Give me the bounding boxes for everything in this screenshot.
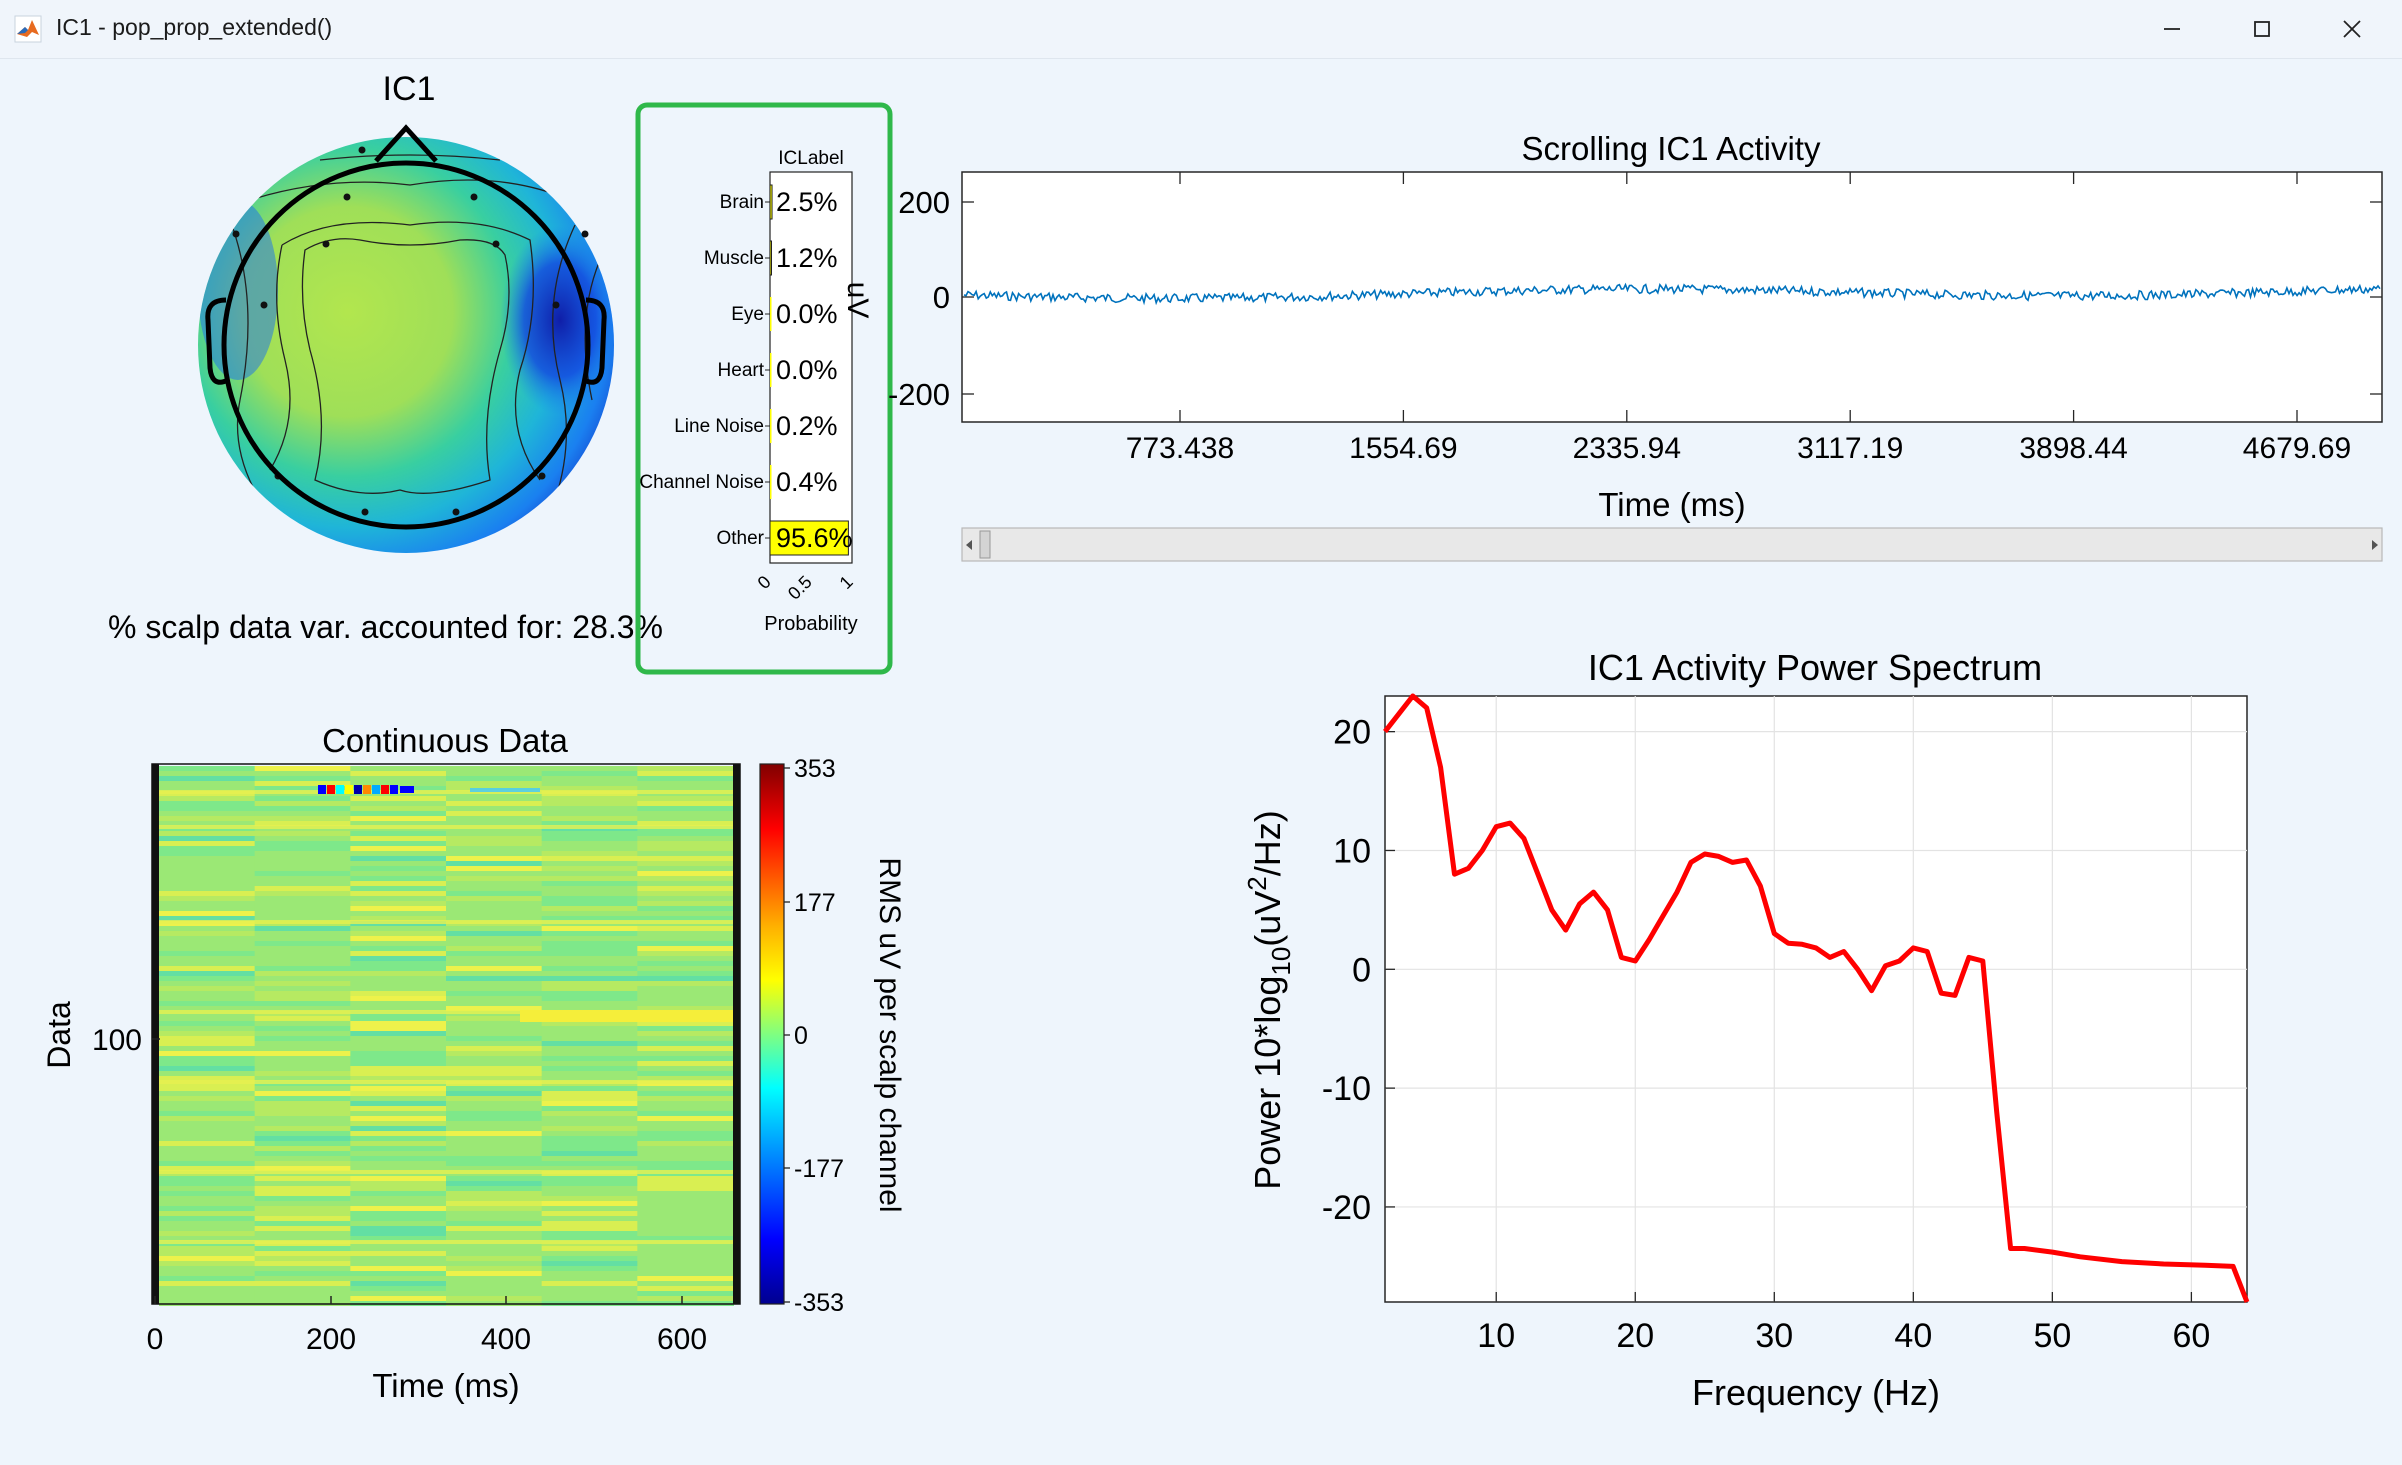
iclabel-bar-brain [769, 184, 773, 220]
colorbar-tick: 0 [794, 1022, 808, 1050]
iclabel-title: ICLabel [778, 148, 844, 169]
maximize-icon [2254, 21, 2270, 37]
iclabel-axes [769, 171, 853, 564]
scroll-ytick: 200 [898, 185, 950, 220]
scroll-ytick: 0 [933, 280, 950, 315]
spectrum-ytick: 10 [1333, 832, 1371, 870]
spectrum-ytick: 20 [1333, 714, 1371, 752]
close-icon [2343, 20, 2361, 38]
spectrum-ytick: 0 [1352, 951, 1371, 989]
scrolling-activity-panel: Scrolling IC1 Activity 200 0 -200 773.438 1… [841, 130, 2383, 562]
spectrum-ylabel: Power 10*log10(uV2/Hz) [1242, 810, 1296, 1190]
iclabel-category-label: Other [716, 528, 764, 549]
scroll-axes [961, 171, 2383, 423]
spectrum-xlabel: Frequency (Hz) [1692, 1372, 1940, 1413]
scroll-xtick: 4679.69 [2243, 432, 2351, 465]
variance-text: % scalp data var. accounted for: 28.3% [108, 609, 663, 645]
scrollbar-thumb[interactable] [979, 530, 991, 559]
spectrum-axes [1384, 695, 2248, 1303]
iclabel-bar-channel-noise [770, 465, 772, 499]
spectrum-xtick: 40 [1894, 1317, 1932, 1355]
iclabel-category-label: Channel Noise [639, 472, 764, 493]
erp-ytick-100: 100 [92, 1024, 142, 1057]
scalp-topography-map [198, 124, 614, 553]
spectrum-xtick: 60 [2172, 1317, 2210, 1355]
scroll-title: Scrolling IC1 Activity [1522, 130, 1821, 167]
spectrum-xtick: 50 [2033, 1317, 2071, 1355]
iclabel-xtick: 1 [836, 572, 857, 593]
scroll-xtick: 773.438 [1126, 432, 1234, 465]
power-spectrum-line [1383, 693, 2250, 1303]
scroll-left-arrow-icon[interactable] [966, 540, 972, 550]
erp-xtick: 0 [147, 1323, 164, 1356]
iclabel-category-label: Muscle [704, 248, 764, 269]
iclabel-bar-line-noise [770, 409, 772, 443]
minimize-icon [2164, 28, 2180, 30]
iclabel-bar-muscle [769, 240, 772, 276]
colorbar-label: RMS uV per scalp channel [873, 857, 906, 1212]
iclabel-percent-label: 95.6% [776, 523, 853, 553]
scroll-xtick: 3898.44 [2019, 432, 2127, 465]
power-spectrum-panel: IC1 Activity Power Spectrum 10 20 30 40 50 60… [1242, 647, 2250, 1413]
iclabel-category-label: Heart [718, 360, 765, 381]
window-title: IC1 - pop_prop_extended() [56, 14, 333, 40]
iclabel-highlight-frame [635, 102, 893, 675]
iclabel-xlabel: Probability [764, 613, 857, 635]
iclabel-bar-eye [770, 297, 772, 331]
erpimage-title: Continuous Data [322, 722, 568, 759]
spectrum-title: IC1 Activity Power Spectrum [1588, 647, 2042, 688]
iclabel-bar-heart [770, 353, 772, 387]
colorbar [759, 763, 785, 1305]
colorbar-tick: 353 [794, 755, 836, 783]
iclabel-xtick: 0.5 [784, 572, 816, 604]
maximize-button[interactable] [2216, 0, 2308, 58]
spectrum-xtick: 20 [1616, 1317, 1654, 1355]
iclabel-xtick: 0 [754, 572, 775, 593]
matlab-logo-icon [14, 15, 42, 43]
iclabel-percent-label: 0.0% [776, 355, 838, 385]
erpimage-ylabel: Data [41, 1001, 77, 1069]
scroll-ytick: -200 [888, 377, 950, 412]
iclabel-percent-label: 0.4% [776, 467, 838, 497]
minimize-button[interactable] [2126, 0, 2218, 58]
scroll-xtick: 1554.69 [1349, 432, 1457, 465]
time-scrollbar[interactable] [961, 527, 2383, 562]
erp-image-heatmap [159, 766, 734, 1306]
colorbar-tick: -353 [794, 1289, 844, 1317]
scroll-xtick: 2335.94 [1573, 432, 1681, 465]
scroll-ylabel: uV [841, 282, 874, 319]
iclabel-category-label: Line Noise [674, 416, 764, 437]
spectrum-ytick: -20 [1322, 1189, 1371, 1227]
iclabel-percent-label: 2.5% [776, 187, 838, 217]
iclabel-bar-other [769, 520, 849, 556]
erp-xtick: 400 [481, 1323, 531, 1356]
scroll-right-arrow-icon[interactable] [2372, 540, 2378, 550]
topoplot-title: IC1 [383, 70, 436, 108]
iclabel-percent-label: 1.2% [776, 243, 838, 273]
spectrum-xtick: 30 [1755, 1317, 1793, 1355]
spectrum-ytick: -10 [1322, 1070, 1371, 1108]
colorbar-tick: -177 [794, 1155, 844, 1183]
erp-xtick: 200 [306, 1323, 356, 1356]
erp-xtick: 600 [657, 1323, 707, 1356]
iclabel-percent-label: 0.2% [776, 411, 838, 441]
erpimage-xlabel: Time (ms) [372, 1367, 519, 1404]
iclabel-category-label: Eye [731, 304, 764, 325]
scroll-xlabel: Time (ms) [1598, 486, 1745, 523]
close-button[interactable] [2306, 0, 2398, 58]
scroll-xtick: 3117.19 [1797, 432, 1903, 465]
iclabel-panel: ICLabel Brain 2.5% Muscle 1.2% Eye 0.0% Heart 0… [635, 102, 893, 675]
activity-trace-line [963, 282, 2381, 306]
continuous-data-panel: Continuous Data 0 200 400 600 100 Data Time… [41, 722, 906, 1404]
window-title-bar: IC1 - pop_prop_extended() [0, 0, 2402, 59]
iclabel-category-label: Brain [720, 192, 764, 213]
iclabel-percent-label: 0.0% [776, 299, 838, 329]
spectrum-xtick: 10 [1477, 1317, 1515, 1355]
figure-canvas: IC1 % scalp da [0, 58, 2402, 1460]
colorbar-tick: 177 [794, 889, 836, 917]
